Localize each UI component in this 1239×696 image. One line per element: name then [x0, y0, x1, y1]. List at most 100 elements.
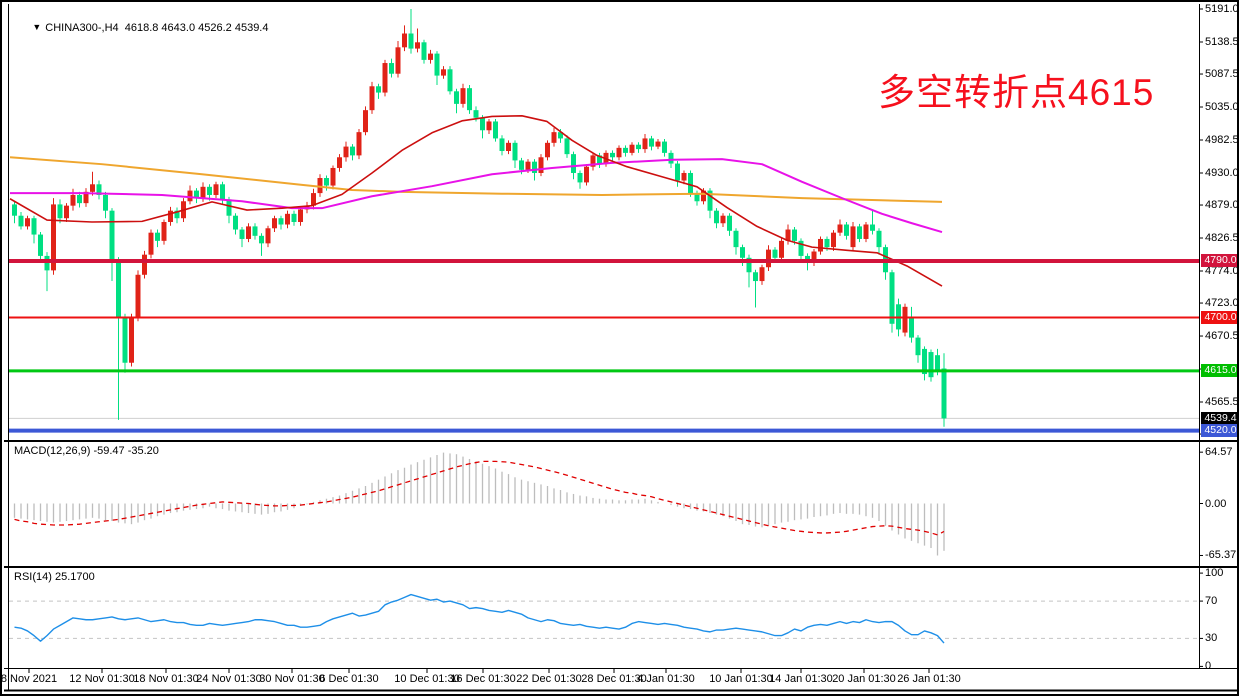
- candle-body: [389, 63, 394, 74]
- candle-body: [714, 210, 719, 224]
- candle-body: [77, 194, 82, 204]
- price-tick-label: 4879.0: [1205, 199, 1239, 212]
- candle-body: [922, 348, 927, 375]
- candle-body: [532, 161, 537, 173]
- candle-body: [486, 121, 492, 131]
- date-label: 18 Nov 01:30: [133, 673, 199, 685]
- rsi-tick-label: 0: [1205, 660, 1212, 673]
- candle-body: [727, 215, 732, 231]
- date-label: 12 Nov 01:30: [69, 673, 135, 685]
- candle-body: [70, 194, 76, 206]
- candle-body: [707, 190, 713, 211]
- candle-body: [369, 86, 375, 111]
- date-label: 4 Jan 01:30: [637, 673, 695, 685]
- candle-body: [291, 213, 297, 222]
- candle-body: [265, 228, 271, 244]
- candle-body: [408, 33, 414, 49]
- candle-body: [148, 232, 154, 255]
- date-label: 28 Dec 01:30: [581, 673, 647, 685]
- price-tick-label: 5035.0: [1205, 101, 1239, 113]
- candle-body: [558, 132, 563, 139]
- candle-body: [395, 47, 401, 74]
- candle-body: [610, 152, 615, 158]
- candle-body: [863, 224, 869, 239]
- macd-indicator-label: MACD(12,26,9) -59.47 -35.20: [14, 445, 159, 457]
- candle-body: [909, 317, 914, 338]
- candle-body: [57, 204, 63, 219]
- date-label: 14 Jan 01:30: [769, 673, 833, 685]
- candle-body: [616, 147, 622, 158]
- candle-body: [935, 355, 940, 371]
- collapse-triangle-icon[interactable]: ▼: [32, 22, 42, 32]
- candle-body: [415, 42, 420, 49]
- ma-line-orange: [9, 156, 943, 203]
- symbol-bar: ▼ CHINA300-,H4 4618.8 4643.0 4526.2 4539.…: [14, 9, 268, 46]
- rsi-tick-label: 70: [1205, 595, 1218, 608]
- price-tick-label: 4982.5: [1205, 134, 1239, 146]
- candle-body: [220, 184, 225, 200]
- candle-body: [168, 210, 173, 222]
- candle-body: [655, 141, 661, 147]
- rsi-line: [14, 593, 945, 644]
- candle-body: [467, 88, 472, 111]
- candle-body: [343, 146, 349, 158]
- price-badge-4615.0: 4615.0: [1201, 364, 1237, 378]
- candle-body: [109, 210, 115, 261]
- rsi-tick-label: 30: [1205, 632, 1218, 645]
- macd-tick-label: 64.57: [1205, 446, 1233, 459]
- date-label: 24 Nov 01:30: [196, 673, 262, 685]
- candle-body: [649, 138, 654, 147]
- candle-body: [538, 157, 544, 173]
- price-tick-label: 4826.5: [1205, 232, 1239, 244]
- candle-body: [811, 251, 817, 263]
- price-tick-label: 5087.5: [1205, 68, 1239, 81]
- candle-body: [233, 215, 238, 230]
- candle-body: [64, 205, 69, 219]
- candle-body: [694, 193, 700, 202]
- candle-body: [324, 178, 329, 186]
- symbol-ohlc-text: CHINA300-,H4 4618.8 4643.0 4526.2 4539.4: [45, 22, 269, 34]
- candle-body: [246, 226, 251, 239]
- macd-tick-label: 0.00: [1205, 497, 1227, 510]
- candle-body: [798, 240, 804, 256]
- price-badge-4790.0: 4790.0: [1201, 254, 1237, 268]
- date-label: 22 Dec 01:30: [516, 673, 582, 685]
- ma-line-magenta: [10, 158, 943, 234]
- macd-signal-line: [14, 460, 945, 536]
- date-label: 8 Nov 2021: [0, 673, 58, 685]
- candle-body: [142, 254, 147, 275]
- candle-body: [434, 53, 440, 76]
- date-label: 20 Jan 01:30: [832, 673, 896, 685]
- candle-body: [779, 240, 784, 258]
- candle-body: [850, 226, 856, 248]
- date-label: 26 Jan 01:30: [897, 673, 961, 685]
- candle-body: [571, 154, 576, 173]
- candle-body: [96, 184, 102, 195]
- candle-body: [285, 213, 290, 225]
- candle-body: [213, 184, 219, 195]
- candle-body: [174, 210, 180, 219]
- macd-panel-plot[interactable]: [9, 442, 1199, 566]
- candle-body: [376, 86, 381, 93]
- candle-body: [259, 235, 264, 244]
- candle-body: [382, 63, 388, 93]
- candle-body: [584, 166, 589, 183]
- candle-body: [12, 204, 17, 216]
- candle-body: [831, 232, 836, 248]
- candle-body: [44, 255, 50, 271]
- candle-body: [506, 142, 511, 151]
- candle-body: [844, 224, 849, 236]
- rsi-panel-plot[interactable]: [9, 568, 1199, 667]
- candle-body: [642, 138, 648, 150]
- candle-body: [857, 226, 862, 239]
- candle-body: [155, 232, 160, 241]
- candle-body: [454, 91, 459, 104]
- candle-body: [135, 274, 141, 318]
- candle-body: [317, 178, 323, 194]
- candle-body: [356, 132, 362, 156]
- candle-body: [473, 110, 479, 118]
- price-tick-label: 4723.0: [1205, 297, 1239, 310]
- candle-body: [350, 146, 355, 156]
